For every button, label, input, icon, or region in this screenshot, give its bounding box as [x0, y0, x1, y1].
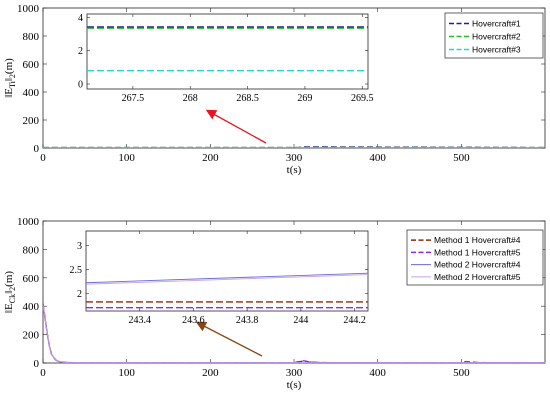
y-tick-label: 600 [23, 59, 40, 71]
inset-x-tick-label: 243.4 [128, 315, 151, 326]
zoom-arrow [195, 321, 263, 357]
legend: Method 1 Hovercraft#4 Method 1 Hovercraft… [406, 229, 544, 286]
y-axis-label-part: ‖E [3, 88, 15, 98]
inset-x-tick-label: 267.5 [122, 93, 145, 104]
inset-area [86, 13, 369, 90]
x-tick-label: 100 [118, 367, 135, 379]
inset-x-tick-label: 268 [183, 93, 198, 104]
series-group [43, 303, 545, 363]
legend-label-1: Hovercraft#1 [472, 19, 521, 29]
inset-x-tick-label: 244.2 [343, 315, 366, 326]
inset-y-tick-label: 2 [77, 289, 82, 300]
inset-y-tick-label: 3 [77, 241, 82, 252]
legend-box [444, 12, 544, 59]
inset-y-tick-label: 4 [78, 13, 83, 24]
y-tick-label: 1000 [17, 216, 40, 228]
inset-x-tick-label: 244 [293, 315, 308, 326]
inset-y-tick-label: 0 [78, 80, 83, 91]
series-group [43, 146, 545, 148]
y-axis-label-part: ‖ [3, 291, 15, 294]
y-tick-label: 200 [23, 115, 40, 127]
inset-x-tick-label: 269.5 [351, 93, 374, 104]
legend-label-3: Method 2 Hovercraft#4 [434, 260, 521, 270]
x-tick-label: 300 [286, 367, 303, 379]
inset-series-line-4 [85, 274, 369, 285]
y-axis-label-part: 2 [8, 287, 17, 291]
y-axis-label-part: Ti [8, 80, 17, 88]
inset-y-tick-label: 2 [78, 46, 83, 57]
y-axis-label-part: (m) [3, 271, 15, 287]
y-axis-label-part: ‖E [3, 303, 15, 313]
y-tick-label: 400 [23, 301, 40, 313]
y-axis-label-part: ‖ [3, 78, 15, 81]
legend-label-3: Hovercraft#3 [472, 45, 521, 55]
y-axis-label-part: Ck [8, 294, 17, 303]
y-tick-label: 200 [23, 330, 40, 342]
zoom-arrow [205, 109, 267, 144]
inset-x-tick-label: 269 [297, 93, 312, 104]
x-tick-label: 400 [369, 152, 386, 164]
chart-panel-2: 0 100 200 300 400 500 0 200 400 600 800 1000 t(s) ‖EC… [3, 216, 546, 391]
y-tick-label: 800 [23, 244, 40, 256]
legend-label-2: Hovercraft#2 [472, 32, 521, 42]
y-axis-label-part: 2 [8, 74, 17, 78]
y-axis-label: ‖ECk‖2(m) [3, 271, 17, 313]
legend-label-2: Method 1 Hovercraft#5 [434, 247, 521, 257]
y-tick-label: 1000 [17, 3, 40, 15]
y-axis-label: ‖ETi‖2(m) [3, 58, 17, 98]
y-tick-label: 0 [34, 143, 40, 155]
x-tick-label: 300 [286, 152, 303, 164]
x-axis-label: t(s) [287, 379, 302, 391]
y-tick-label: 800 [23, 31, 40, 43]
legend-label-1: Method 1 Hovercraft#4 [434, 235, 521, 245]
legend-label-4: Method 2 Hovercraft#5 [434, 272, 521, 282]
inset-x-tick-label: 243.8 [236, 315, 259, 326]
series-line-4 [43, 305, 545, 363]
y-axis-label-part: (m) [3, 58, 15, 74]
x-tick-label: 400 [369, 367, 386, 379]
x-tick-label: 200 [202, 152, 219, 164]
inset-x-tick-label: 268.5 [236, 93, 259, 104]
inset-axes: 267.5 268 268.5 269 269.5 0 2 4 [78, 13, 374, 104]
x-tick-label: 0 [40, 367, 46, 379]
x-tick-label: 0 [40, 152, 46, 164]
legend-box [406, 229, 544, 286]
x-tick-label: 200 [202, 367, 219, 379]
y-tick-label: 400 [23, 87, 40, 99]
x-tick-label: 500 [453, 152, 470, 164]
inset-y-tick-label: 2.5 [70, 265, 83, 276]
x-tick-label: 500 [453, 367, 470, 379]
inset-axes: 243.4 243.6 243.8 244 244.2 2 2.5 3 [70, 230, 369, 326]
x-axis-label: t(s) [287, 164, 302, 176]
y-tick-label: 600 [23, 273, 40, 285]
inset-area [85, 230, 369, 312]
x-tick-label: 100 [118, 152, 135, 164]
inset-x-tick-label: 243.6 [182, 315, 205, 326]
inset-series-line-3 [85, 272, 369, 284]
y-tick-label: 0 [34, 358, 40, 370]
legend: Hovercraft#1 Hovercraft#2 Hovercraft#3 [444, 12, 544, 59]
chart-panel-1: 0 100 200 300 400 500 0 200 400 600 800 1000 t(s) ‖ET… [3, 3, 546, 176]
